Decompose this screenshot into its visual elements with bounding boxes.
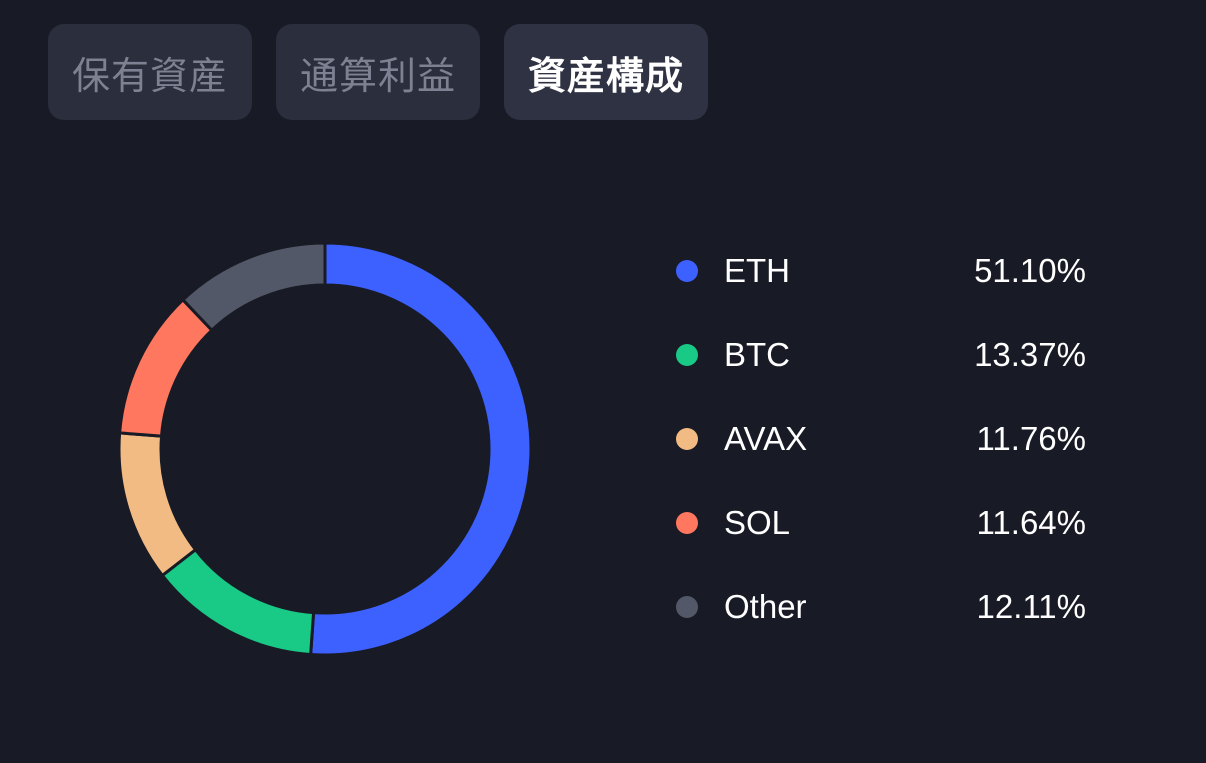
legend-label-avax: AVAX bbox=[724, 420, 808, 457]
legend-item-eth: ETH 51.10% bbox=[676, 229, 1086, 313]
tab-asset-composition[interactable]: 資産構成 bbox=[504, 24, 709, 120]
donut-slice-sol bbox=[118, 297, 215, 438]
legend-value-btc: 13.37% bbox=[974, 336, 1086, 373]
legend-dot-other bbox=[676, 596, 698, 618]
legend-value-sol: 11.64% bbox=[976, 504, 1086, 541]
legend-item-avax: AVAX 11.76% bbox=[676, 397, 1086, 481]
legend-value-eth: 51.10% bbox=[974, 252, 1086, 289]
legend-value-avax: 11.76% bbox=[976, 420, 1086, 457]
legend-item-other: Other 12.11% bbox=[676, 565, 1086, 649]
tab-total-profit[interactable]: 通算利益 bbox=[276, 24, 481, 120]
legend-label-btc: BTC bbox=[724, 336, 790, 373]
tab-bar: 保有資産 通算利益 資産構成 bbox=[48, 24, 709, 120]
legend-label-sol: SOL bbox=[724, 504, 791, 541]
tab-holdings[interactable]: 保有資産 bbox=[48, 24, 253, 120]
legend-label-eth: ETH bbox=[724, 252, 790, 289]
donut-slice-other bbox=[180, 241, 327, 333]
legend-label-other: Other bbox=[724, 588, 807, 625]
legend-dot-avax bbox=[676, 428, 698, 450]
legend-value-other: 12.11% bbox=[976, 588, 1086, 625]
chart-legend: ETH 51.10% BTC 13.37% AVAX 11.76% SOL 11… bbox=[676, 229, 1086, 649]
legend-dot-btc bbox=[676, 344, 698, 366]
legend-dot-eth bbox=[676, 260, 698, 282]
donut-slice-eth bbox=[309, 241, 533, 657]
donut-slice-btc bbox=[160, 547, 316, 657]
donut-slice-avax bbox=[117, 431, 198, 578]
legend-item-sol: SOL 11.64% bbox=[676, 481, 1086, 565]
donut-chart bbox=[117, 241, 533, 657]
legend-item-btc: BTC 13.37% bbox=[676, 313, 1086, 397]
legend-dot-sol bbox=[676, 512, 698, 534]
